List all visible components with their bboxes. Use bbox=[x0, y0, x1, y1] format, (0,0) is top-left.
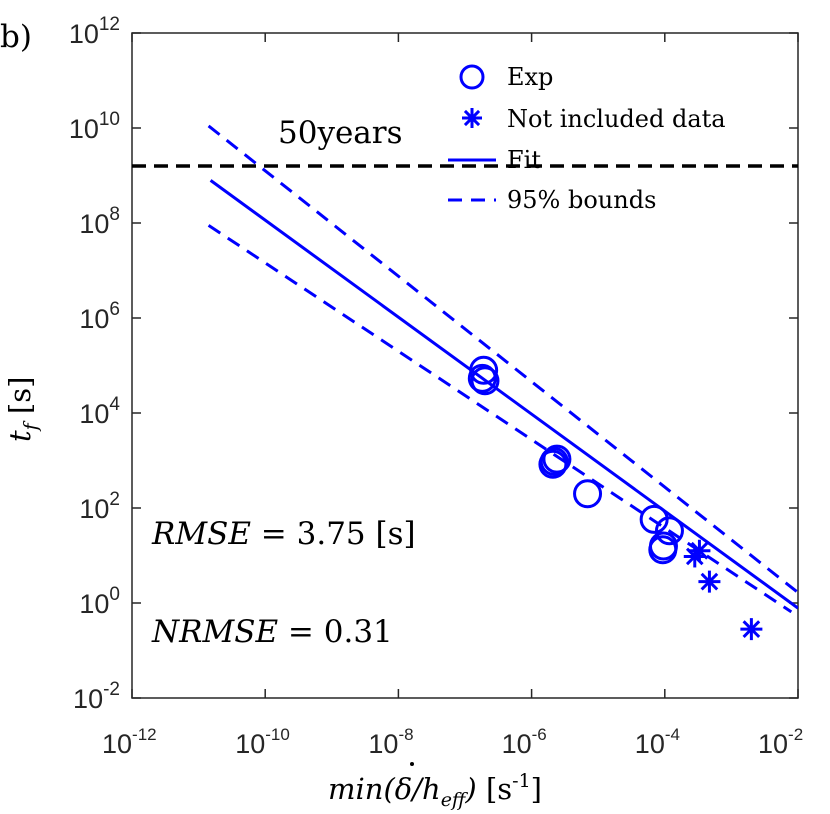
x-axis-label: min(δ/heff) [s-1] bbox=[328, 770, 542, 811]
not-included-series bbox=[683, 539, 763, 641]
not-included-data-point bbox=[688, 539, 711, 562]
xlabel-func: min( bbox=[328, 772, 395, 806]
x-tick-label: 10-12 bbox=[102, 725, 157, 759]
rmse-eq: = 3.75 bbox=[251, 516, 376, 552]
axis-ticks bbox=[131, 32, 799, 699]
not-included-data-point bbox=[740, 618, 763, 641]
exp-data-point bbox=[467, 363, 497, 393]
y-tick-labels: 10-2 100 102 104 106 108 1010 1012 bbox=[69, 14, 121, 714]
x-tick-labels: 10-12 10-10 10-8 10-6 10-4 10-2 bbox=[102, 725, 803, 759]
xlabel-sub: eff bbox=[441, 789, 469, 811]
fit-line bbox=[209, 179, 798, 610]
y-tick-label: 1012 bbox=[69, 14, 120, 49]
plot-frame bbox=[131, 32, 799, 699]
legend-asterisk-marker bbox=[462, 108, 482, 128]
exp-data-point bbox=[470, 366, 500, 396]
legend: Exp Not included data Fit 95% bounds bbox=[448, 63, 726, 214]
not-included-data-point bbox=[698, 570, 721, 593]
xlabel-delta: δ bbox=[395, 772, 412, 806]
ylabel-unit: [s] bbox=[3, 377, 37, 424]
legend-label-not-included: Not included data bbox=[507, 105, 726, 133]
xlabel-slash: /h bbox=[409, 772, 440, 806]
exp-data-point bbox=[542, 444, 572, 474]
x-tick-label: 10-10 bbox=[235, 725, 290, 759]
nrmse-lhs: NRMSE bbox=[151, 614, 278, 650]
rmse-annotation: RMSE = 3.75 [s] bbox=[151, 516, 416, 552]
y-tick-label: 104 bbox=[79, 394, 120, 429]
legend-circle-marker bbox=[459, 64, 485, 90]
xlabel-unit-sup: -1 bbox=[512, 770, 531, 792]
x-tick-label: 10-6 bbox=[502, 725, 547, 759]
xlabel-close: ) bbox=[464, 772, 476, 806]
exp-series bbox=[467, 355, 684, 565]
upper-95-bound-line bbox=[207, 124, 798, 594]
rmse-lhs: RMSE bbox=[151, 516, 251, 552]
fifty-years-label-bg bbox=[273, 115, 413, 153]
x-tick-label: 10-4 bbox=[635, 725, 680, 759]
ylabel-sub: f bbox=[20, 420, 42, 432]
ylabel-main: t bbox=[3, 430, 37, 442]
xlabel-unit: [s bbox=[477, 772, 512, 806]
xlabel-unit-close: ] bbox=[531, 772, 542, 806]
y-tick-label: 10-2 bbox=[73, 679, 120, 714]
exp-data-point bbox=[539, 446, 569, 476]
y-tick-label: 102 bbox=[79, 489, 120, 524]
exp-data-point bbox=[648, 531, 678, 561]
legend-label-bounds: 95% bounds bbox=[507, 186, 656, 214]
exp-data-point bbox=[654, 516, 684, 546]
fifty-years-label: 50years bbox=[278, 115, 403, 151]
rmse-unit: [s] bbox=[376, 516, 416, 552]
y-tick-label: 108 bbox=[79, 204, 120, 239]
exp-data-point bbox=[573, 479, 603, 509]
x-tick-label: 10-8 bbox=[368, 725, 413, 759]
legend-label-exp: Exp bbox=[507, 63, 553, 91]
xlabel-delta-dot bbox=[410, 762, 414, 766]
nrmse-annotation: NRMSE = 0.31 bbox=[151, 614, 393, 650]
x-tick-label: 10-2 bbox=[758, 725, 803, 759]
legend-label-fit: Fit bbox=[507, 146, 541, 174]
y-tick-label: 106 bbox=[79, 299, 120, 334]
y-tick-label: 1010 bbox=[69, 109, 120, 144]
panel-label: b) bbox=[0, 19, 32, 55]
y-tick-label: 100 bbox=[79, 584, 120, 619]
legend-asterisk-glyph bbox=[462, 108, 482, 128]
nrmse-eq: = 0.31 bbox=[278, 614, 393, 650]
y-axis-label: tf [s] bbox=[3, 377, 42, 442]
